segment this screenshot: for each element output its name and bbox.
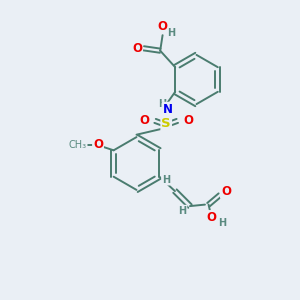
Text: O: O (132, 42, 142, 55)
Text: H: H (158, 99, 166, 110)
Text: O: O (207, 211, 217, 224)
Text: O: O (157, 20, 167, 33)
Text: H: H (167, 28, 176, 38)
Text: O: O (139, 114, 149, 128)
Text: H: H (178, 206, 187, 216)
Text: CH₃: CH₃ (69, 140, 87, 150)
Text: H: H (162, 175, 170, 185)
Text: H: H (218, 218, 226, 229)
Text: O: O (183, 114, 193, 128)
Text: N: N (163, 103, 173, 116)
Text: O: O (221, 185, 231, 198)
Text: O: O (93, 138, 103, 152)
Text: S: S (161, 117, 171, 130)
